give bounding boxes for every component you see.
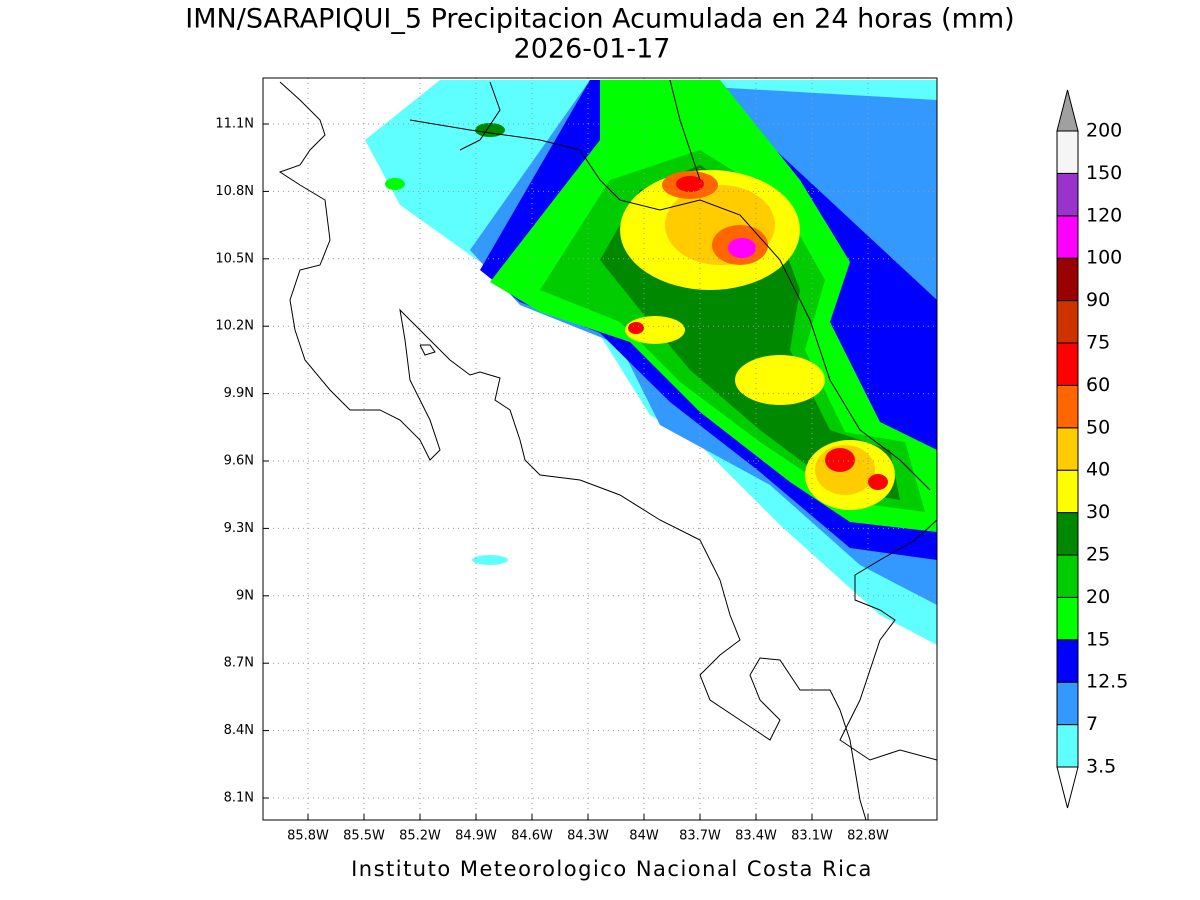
lon-tick-label: 84.9W: [455, 829, 497, 844]
pacific-coast: [278, 81, 867, 820]
colorbar-label: 30: [1086, 501, 1110, 523]
colorbar-box: [1056, 172, 1079, 217]
lon-tick-label: 84.6W: [511, 829, 553, 844]
colorbar-under: [1056, 766, 1079, 809]
lat-tick-label: 9.3N: [224, 521, 254, 536]
field-yellow: [735, 355, 825, 405]
lat-tick-label: 9.9N: [224, 386, 254, 401]
map-frame: [262, 77, 938, 821]
colorbar-label: 120: [1086, 204, 1122, 226]
colorbar-box: [1056, 384, 1079, 429]
lon-tick-label: 83.4W: [735, 829, 777, 844]
colorbar-label: 150: [1086, 162, 1122, 184]
grid: [263, 78, 937, 820]
lon-tick-label: 83.7W: [679, 829, 721, 844]
lat-tick-label: 10.5N: [215, 251, 254, 266]
field-cyan-patch: [472, 555, 508, 565]
field-red: [825, 448, 855, 472]
caribbean-coast: [839, 519, 937, 761]
border-line: [409, 119, 931, 491]
colorbar-box: [1056, 724, 1079, 768]
border-line: [669, 79, 701, 181]
colorbar-label: 50: [1086, 416, 1110, 438]
colorbar-box: [1056, 300, 1079, 344]
field-green-dot: [385, 178, 405, 190]
island: [419, 344, 436, 356]
footer: Instituto Meteorologico Nacional Costa R…: [351, 857, 873, 881]
precipitation-field: [365, 80, 937, 645]
colorbar-label: 90: [1086, 289, 1110, 311]
lon-tick-label: 82.8W: [847, 829, 889, 844]
colorbar-label: 40: [1086, 459, 1110, 481]
colorbar-label: 75: [1086, 332, 1110, 354]
lon-tick-label: 85.5W: [343, 829, 385, 844]
field-red: [628, 322, 644, 334]
lat-tick-label: 9N: [236, 588, 254, 603]
lat-tick-label: 9.6N: [224, 454, 254, 469]
colorbar-label: 200: [1086, 120, 1122, 142]
lat-tick-label: 8.4N: [224, 723, 254, 738]
field-red: [868, 474, 888, 490]
field-red: [676, 176, 704, 192]
colorbar-box: [1056, 639, 1079, 683]
lon-tick-label: 84.3W: [567, 829, 609, 844]
colorbar-box: [1056, 469, 1079, 514]
colorbar-label: 60: [1086, 374, 1110, 396]
lat-tick-label: 10.8N: [215, 184, 254, 199]
lon-tick-label: 84W: [629, 829, 659, 844]
lat-tick-label: 11.1N: [215, 117, 254, 132]
colorbar-box: [1056, 512, 1079, 556]
coastlines: [278, 79, 937, 820]
lon-tick-label: 83.1W: [791, 829, 833, 844]
colorbar-box: [1056, 554, 1079, 598]
colorbar-label: 3.5: [1086, 756, 1116, 778]
colorbar-box: [1056, 257, 1079, 302]
colorbar-box: [1056, 681, 1079, 726]
colorbar-label: 12.5: [1086, 671, 1128, 693]
date: 2026-01-17: [514, 34, 671, 65]
lat-tick-label: 8.1N: [224, 791, 254, 806]
lon-tick-label: 85.2W: [399, 829, 441, 844]
colorbar-label: 20: [1086, 586, 1110, 608]
lat-tick-label: 8.7N: [224, 656, 254, 671]
lon-tick-label: 85.8W: [287, 829, 329, 844]
colorbar-box: [1056, 342, 1079, 386]
colorbar-label: 15: [1086, 628, 1110, 650]
colorbar-box: [1056, 427, 1079, 471]
lat-tick-label: 10.2N: [215, 319, 254, 334]
colorbar-box: [1056, 596, 1079, 641]
colorbar-box: [1056, 215, 1079, 259]
colorbar-box: [1056, 130, 1079, 174]
colorbar-label: 25: [1086, 544, 1110, 566]
title: IMN/SARAPIQUI_5 Precipitacion Acumulada …: [185, 4, 1014, 35]
colorbar-over: [1056, 89, 1079, 132]
colorbar-label: 7: [1086, 713, 1098, 735]
colorbar-label: 100: [1086, 247, 1122, 269]
field-magenta: [728, 238, 756, 258]
border-line: [459, 81, 501, 151]
